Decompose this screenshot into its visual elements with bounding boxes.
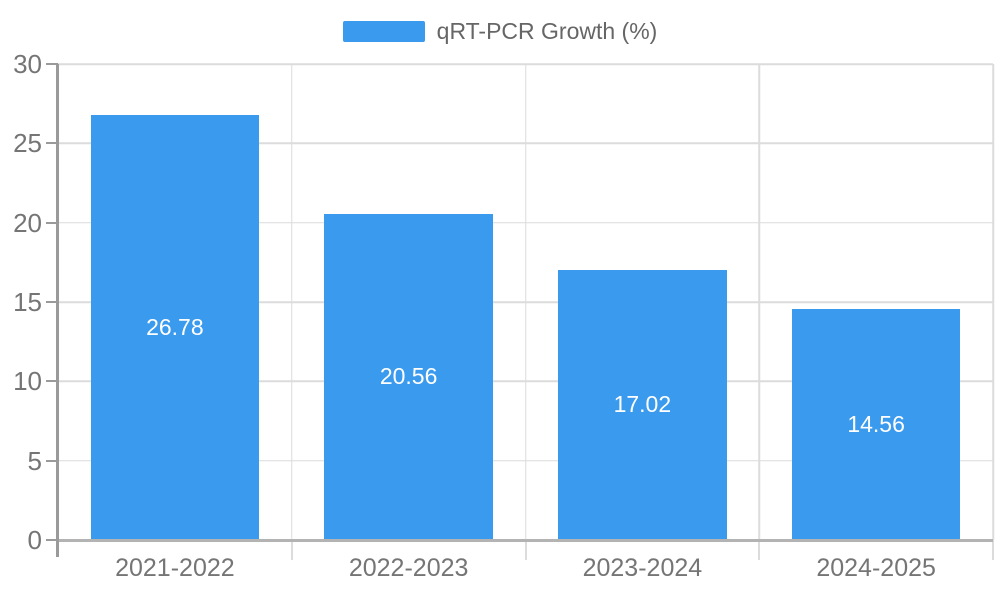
- v-gridline: [992, 64, 994, 540]
- v-gridline: [758, 64, 760, 540]
- y-tick-label: 30: [13, 49, 42, 79]
- y-axis-line: [56, 64, 59, 557]
- y-tick-label: 20: [13, 207, 42, 238]
- x-tick: [524, 540, 527, 560]
- y-tick: [46, 63, 58, 65]
- y-tick: [46, 380, 58, 383]
- y-axis-labels: 0 5 10 15 20 25 30: [0, 51, 44, 553]
- bar-value-label: 14.56: [847, 410, 905, 437]
- bar-2024-2025[interactable]: 14.56: [791, 308, 961, 540]
- bar-2023-2024[interactable]: 17.02: [558, 269, 727, 540]
- y-tick-label: 15: [13, 287, 42, 317]
- y-tick: [46, 221, 58, 224]
- v-gridline: [524, 64, 527, 540]
- y-tick-label: 0: [27, 525, 42, 555]
- x-axis-line: [58, 538, 993, 542]
- y-tick: [46, 142, 58, 145]
- y-tick: [46, 459, 58, 462]
- x-category-label: 2023-2024: [582, 554, 703, 582]
- y-tick-label: 10: [13, 366, 42, 397]
- x-tick: [290, 540, 293, 560]
- x-tick: [992, 540, 994, 560]
- legend-swatch: [342, 20, 425, 42]
- x-tick: [758, 540, 761, 560]
- y-tick-label: 5: [27, 445, 42, 476]
- bar-2021-2022[interactable]: 26.78: [90, 115, 260, 540]
- x-category-label: 2021-2022: [115, 554, 235, 582]
- bar-value-label: 26.78: [146, 314, 204, 341]
- legend-label: qRT-PCR Growth (%): [436, 17, 658, 44]
- y-tick: [46, 539, 58, 541]
- x-category-label: 2022-2023: [348, 554, 469, 582]
- x-category-label: 2024-2025: [816, 554, 936, 582]
- v-gridline: [291, 64, 293, 540]
- plot-area: 26.78 20.56 17.02 14.56: [46, 63, 994, 560]
- bar-2022-2023[interactable]: 20.56: [324, 213, 493, 540]
- x-axis-category-labels: 2021-2022 2022-2023 2023-2024 2024-2025: [58, 552, 993, 588]
- bar-value-label: 17.02: [613, 391, 672, 418]
- y-tick: [46, 301, 58, 303]
- legend[interactable]: qRT-PCR Growth (%): [0, 14, 1000, 48]
- bar-value-label: 20.56: [379, 363, 438, 390]
- y-tick-label: 25: [13, 128, 42, 159]
